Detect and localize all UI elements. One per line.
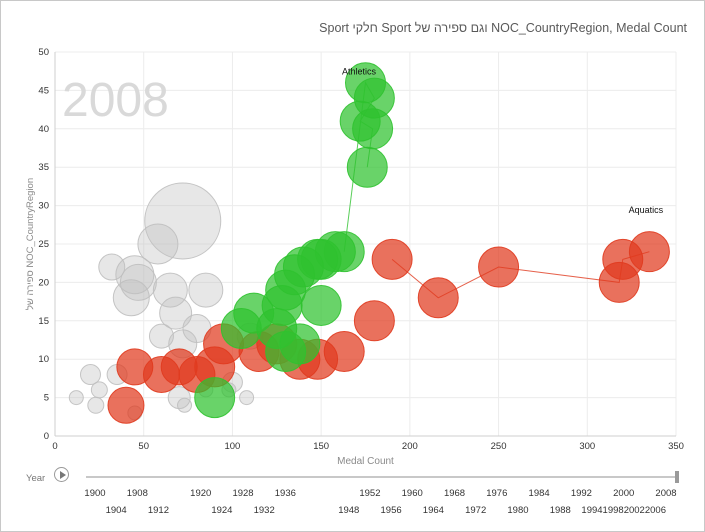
play-axis-year: 1924 bbox=[211, 505, 232, 516]
play-axis-year: 1912 bbox=[148, 505, 169, 516]
y-tick-label: 30 bbox=[38, 201, 49, 212]
x-tick-label: 50 bbox=[138, 441, 149, 452]
other-bubble bbox=[148, 323, 174, 349]
other-bubble bbox=[137, 223, 179, 265]
bubble-label: Athletics bbox=[342, 67, 377, 77]
y-tick-label: 5 bbox=[44, 393, 49, 404]
bubble-labels: Athletics Aquatics bbox=[342, 67, 664, 215]
play-axis-year: 2000 bbox=[613, 488, 634, 499]
x-tick-label: 300 bbox=[579, 441, 595, 452]
y-tick-label: 40 bbox=[38, 124, 49, 135]
play-axis-year: 1936 bbox=[275, 488, 296, 499]
y-tick-label: 20 bbox=[38, 277, 49, 288]
x-tick-label: 0 bbox=[52, 441, 57, 452]
play-axis-label: Year bbox=[26, 473, 46, 484]
play-axis-year: 1988 bbox=[550, 505, 571, 516]
play-axis-year: 1984 bbox=[529, 488, 550, 499]
other-bubble bbox=[152, 272, 188, 308]
other-bubble bbox=[98, 253, 126, 281]
aquatics-bubble bbox=[417, 277, 459, 319]
other-bubble bbox=[112, 279, 150, 317]
other-bubble bbox=[119, 263, 157, 301]
other-bubble bbox=[177, 397, 193, 413]
aquatics-bubble bbox=[598, 261, 640, 303]
athletics-bubble bbox=[346, 146, 388, 188]
aquatics-bubble bbox=[107, 386, 145, 424]
y-tick-label: 25 bbox=[38, 239, 49, 250]
current-year-watermark: 2008 bbox=[62, 74, 169, 127]
play-axis-year: 1948 bbox=[338, 505, 359, 516]
play-axis-year: 1998 bbox=[603, 505, 624, 516]
other-bubble bbox=[90, 381, 108, 399]
x-tick-label: 250 bbox=[491, 441, 507, 452]
play-axis-year: 2008 bbox=[655, 488, 676, 499]
other-bubble bbox=[159, 296, 193, 330]
aquatics-bubble bbox=[371, 238, 413, 280]
play-axis-year: 1928 bbox=[232, 488, 253, 499]
play-axis-year: 1952 bbox=[359, 488, 380, 499]
chart-title: Sport חלקי Sport וגם ספירה של NOC_Countr… bbox=[319, 21, 687, 35]
y-tick-label: 15 bbox=[38, 316, 49, 327]
aquatics-bubble bbox=[478, 246, 520, 288]
play-axis-year: 1972 bbox=[465, 505, 486, 516]
y-tick-label: 10 bbox=[38, 354, 49, 365]
other-bubble bbox=[79, 364, 101, 386]
play-axis-year: 1908 bbox=[127, 488, 148, 499]
play-button[interactable] bbox=[54, 467, 69, 482]
x-tick-label: 200 bbox=[402, 441, 418, 452]
y-tick-label: 0 bbox=[44, 431, 49, 442]
athletics-bubble bbox=[300, 284, 342, 326]
play-axis-year: 1980 bbox=[507, 505, 528, 516]
aquatics-bubble bbox=[116, 348, 154, 386]
y-tick-label: 35 bbox=[38, 162, 49, 173]
play-axis-year: 1920 bbox=[190, 488, 211, 499]
play-axis-year: 1904 bbox=[106, 505, 127, 516]
athletics-bubble bbox=[265, 331, 307, 373]
play-axis-year: 1976 bbox=[486, 488, 507, 499]
y-tick-label: 50 bbox=[38, 47, 49, 58]
play-axis-year: 1900 bbox=[84, 488, 105, 499]
play-axis-year: 1964 bbox=[423, 505, 444, 516]
y-tick-label: 45 bbox=[38, 85, 49, 96]
athletics-bubble bbox=[345, 62, 386, 104]
x-axis-title: Medal Count bbox=[337, 456, 394, 467]
play-axis-year: 2006 bbox=[645, 505, 666, 516]
axis-ticks: 0 5 10 15 20 25 30 35 40 45 50 0 50 100 150 200 250 300 35… bbox=[38, 47, 684, 452]
other-bubble bbox=[87, 396, 105, 414]
athletics-bubble bbox=[220, 307, 262, 349]
play-axis-year: 1932 bbox=[254, 505, 275, 516]
other-bubble bbox=[144, 182, 222, 260]
play-axis[interactable]: 1900 1908 1920 1928 1936 1952 1960 1968 1976 1984… bbox=[84, 471, 679, 516]
other-bubble bbox=[167, 386, 191, 410]
play-axis-thumb bbox=[675, 471, 679, 483]
x-tick-label: 150 bbox=[313, 441, 329, 452]
play-axis-year: 1992 bbox=[571, 488, 592, 499]
bubbles bbox=[68, 62, 670, 424]
aquatics-bubble bbox=[353, 300, 395, 342]
x-tick-label: 350 bbox=[668, 441, 684, 452]
other-bubble bbox=[188, 272, 224, 308]
athletics-bubble bbox=[194, 377, 236, 419]
play-axis-year: 1960 bbox=[402, 488, 423, 499]
grid bbox=[54, 51, 677, 437]
x-tick-label: 100 bbox=[224, 441, 240, 452]
play-axis-year: 2002 bbox=[624, 505, 645, 516]
play-axis-year: 1956 bbox=[381, 505, 402, 516]
y-axis-title: ספירה של NOC_CountryRegion bbox=[24, 178, 36, 310]
other-bubble bbox=[68, 390, 84, 406]
play-axis-year: 1994 bbox=[581, 505, 602, 516]
play-axis-year: 1968 bbox=[444, 488, 465, 499]
bubble-label: Aquatics bbox=[629, 205, 664, 215]
other-bubble bbox=[239, 390, 255, 406]
